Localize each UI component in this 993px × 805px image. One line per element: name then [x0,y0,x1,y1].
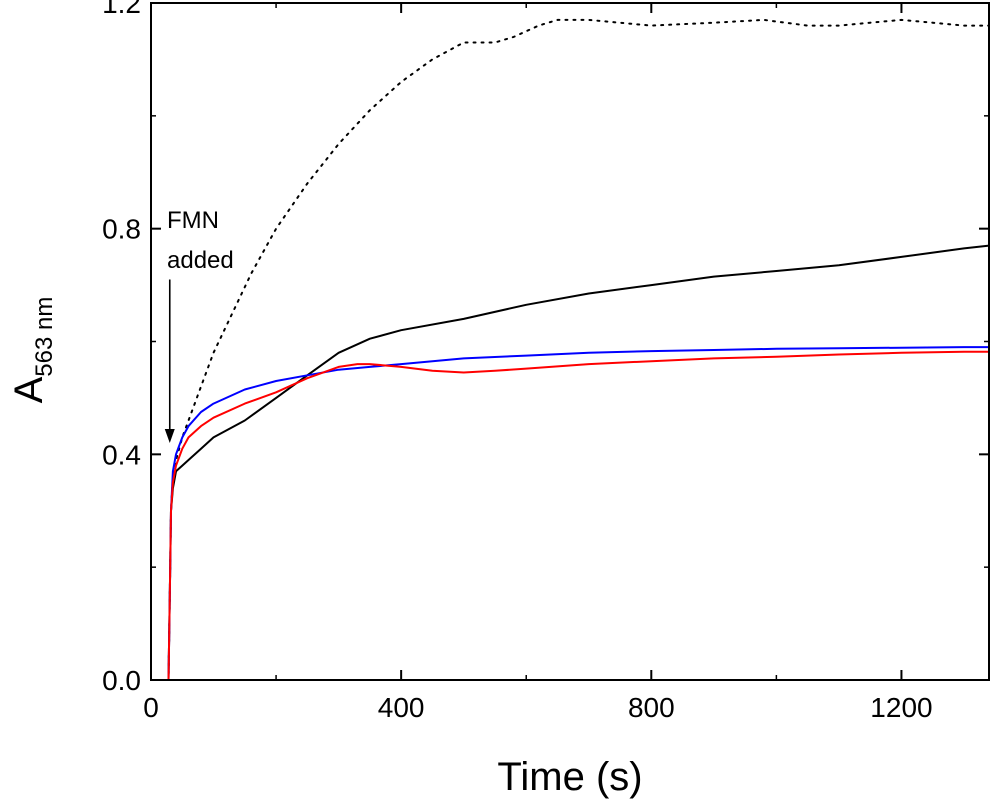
x-tick-label: 800 [628,692,675,723]
y-axis-title-main: A [7,376,51,403]
y-tick-label: 1.2 [102,0,141,19]
series-line-1 [150,18,990,681]
annotation-line-2: added [167,247,234,274]
x-tick-label: 400 [378,692,425,723]
y-tick-label: 0.8 [102,214,141,245]
annotation-arrowhead [164,429,175,444]
tick-layer: 0 400 800 1200 0.0 0.4 0.8 1.2 [102,0,989,723]
series-line-2 [150,244,990,681]
series-line-4 [150,350,990,681]
x-tick-label: 1200 [870,692,932,723]
y-tick-label: 0.0 [102,665,141,696]
y-axis-title: A563 nm [7,297,58,404]
y-axis-title-sub: 563 nm [31,297,58,377]
annotation: FMN added [164,207,234,444]
annotation-line-1: FMN [167,207,219,234]
y-tick-label: 0.4 [102,439,141,470]
series-layer [150,18,990,681]
svg-text:A563 nm: A563 nm [7,297,58,404]
plot-frame [150,2,990,681]
x-tick-label: 0 [143,692,159,723]
x-axis-title: Time (s) [497,755,642,799]
